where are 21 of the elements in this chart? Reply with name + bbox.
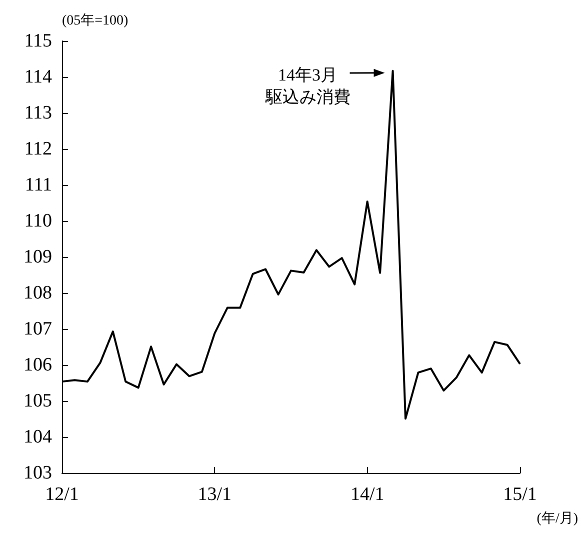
y-tick-label: 107 — [24, 318, 52, 340]
x-tick-label: 12/1 — [45, 484, 79, 505]
x-tick-label: 14/1 — [350, 484, 384, 505]
y-tick-label: 110 — [24, 210, 52, 232]
y-tick-label: 114 — [24, 66, 52, 88]
y-tick-label: 103 — [24, 462, 52, 484]
x-tick-label: 13/1 — [198, 484, 232, 505]
x-axis-title: (年/月) — [536, 510, 578, 526]
y-tick-label: 111 — [24, 174, 52, 196]
y-tick-label: 104 — [24, 426, 52, 448]
y-tick-label: 113 — [24, 102, 52, 124]
y-tick-label: 115 — [24, 30, 52, 52]
x-tick-label: 15/1 — [503, 484, 537, 505]
y-axis-title: (05年=100) — [62, 12, 129, 28]
y-tick-label: 112 — [24, 138, 52, 160]
annotation: 駆込み消費 — [264, 88, 350, 106]
y-tick-label: 109 — [24, 246, 52, 268]
y-tick-label: 106 — [24, 354, 52, 376]
y-tick-label: 105 — [24, 390, 52, 412]
annotation: 14年3月 — [278, 66, 338, 84]
y-tick-label: 108 — [24, 282, 52, 304]
